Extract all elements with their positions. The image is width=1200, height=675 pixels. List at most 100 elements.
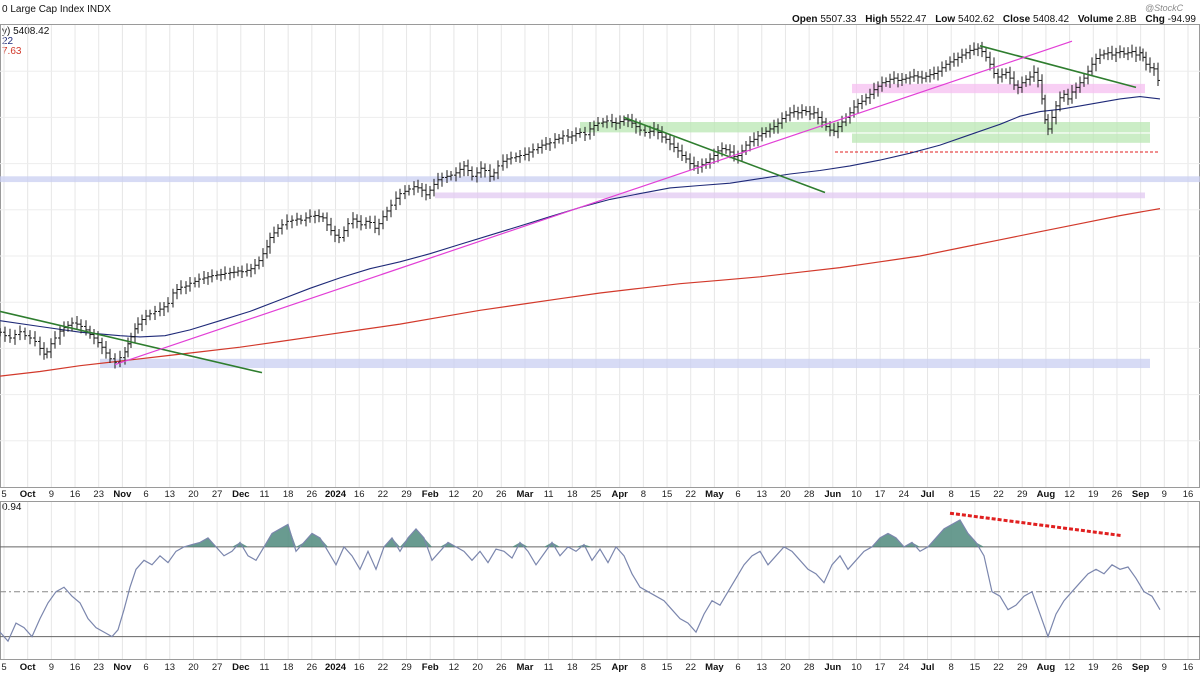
x-tick-label: 17 xyxy=(875,489,886,500)
x-tick-label: 9 xyxy=(1162,662,1167,673)
x-tick-label: Apr xyxy=(611,662,628,673)
x-tick-label: 15 xyxy=(662,489,673,500)
x-tick-label: 6 xyxy=(143,489,148,500)
x-tick-label: 5 xyxy=(1,489,6,500)
x-tick-label: Sep xyxy=(1132,489,1150,500)
brand-watermark: @StockC xyxy=(1145,3,1184,13)
x-tick-label: Jul xyxy=(921,662,935,673)
x-tick-label: 16 xyxy=(354,662,365,673)
x-tick-label: 20 xyxy=(780,489,791,500)
x-tick-label: 5 xyxy=(1,662,6,673)
moving-averages xyxy=(0,96,1161,377)
horizontal-zones xyxy=(0,83,1200,369)
gridlines xyxy=(0,25,1200,659)
x-tick-label: 12 xyxy=(449,662,460,673)
x-tick-label: 16 xyxy=(1183,489,1194,500)
x-tick-label: 27 xyxy=(212,489,223,500)
x-tick-label: 2024 xyxy=(325,662,347,673)
x-tick-label: 9 xyxy=(49,662,54,673)
x-tick-label: 22 xyxy=(378,489,389,500)
trend-line-magenta xyxy=(114,40,1073,366)
x-tick-label: 13 xyxy=(756,489,767,500)
x-tick-label: 16 xyxy=(70,662,81,673)
chart-title: 0 Large Cap Index INDX xyxy=(2,4,111,15)
trend-line-green xyxy=(623,116,826,194)
ma-fast-line xyxy=(0,96,1161,338)
x-tick-label: 15 xyxy=(662,662,673,673)
x-tick-label: 29 xyxy=(401,662,412,673)
zone-pink xyxy=(852,83,1145,94)
x-tick-label: Dec xyxy=(232,662,249,673)
oscillator-value-label: 0.94 xyxy=(2,502,22,513)
x-tick-label: 18 xyxy=(283,662,294,673)
x-tick-label: May xyxy=(705,662,724,673)
x-tick-label: 22 xyxy=(378,662,389,673)
trend-line-green xyxy=(979,45,1137,89)
x-tick-label: 8 xyxy=(949,662,954,673)
zone-lavender xyxy=(435,192,1145,199)
x-tick-label: 13 xyxy=(164,662,175,673)
x-tick-label: 2024 xyxy=(325,489,347,500)
x-tick-label: Jun xyxy=(824,489,841,500)
x-tick-label: 26 xyxy=(307,662,318,673)
x-tick-label: 26 xyxy=(307,489,318,500)
x-tick-label: 28 xyxy=(804,489,815,500)
x-tick-label: 16 xyxy=(354,489,365,500)
x-tick-label: 20 xyxy=(472,489,483,500)
x-axis-price: 5 Oct 9 16 23 Nov 6 13 20 27 Dec 11 18 26 2024 16 22 29 Fe… xyxy=(1,489,1193,500)
x-tick-label: 25 xyxy=(591,489,602,500)
x-tick-label: 29 xyxy=(1017,489,1028,500)
x-tick-label: 11 xyxy=(260,662,270,673)
oscillator-panel-frame xyxy=(0,501,1200,660)
x-tick-label: 6 xyxy=(735,662,740,673)
x-tick-label: 24 xyxy=(899,662,910,673)
x-tick-label: Sep xyxy=(1132,662,1150,673)
x-tick-label: 12 xyxy=(449,489,460,500)
x-tick-label: 11 xyxy=(260,489,270,500)
x-tick-label: 18 xyxy=(567,489,578,500)
x-tick-label: 9 xyxy=(1162,489,1167,500)
x-tick-label: 13 xyxy=(756,662,767,673)
zone-green xyxy=(580,122,1150,133)
x-tick-label: 10 xyxy=(851,662,862,673)
quote-line: Open 5507.33 High 5522.47 Low 5402.62 Cl… xyxy=(792,14,1196,25)
x-tick-label: 27 xyxy=(212,662,223,673)
x-tick-label: Aug xyxy=(1037,489,1056,500)
x-tick-label: 29 xyxy=(1017,662,1028,673)
x-tick-label: 29 xyxy=(401,489,412,500)
x-tick-label: Oct xyxy=(20,489,37,500)
x-tick-label: 24 xyxy=(899,489,910,500)
x-tick-label: Apr xyxy=(611,489,628,500)
trend-lines xyxy=(0,40,1137,374)
x-tick-label: 16 xyxy=(70,489,81,500)
x-tick-label: 18 xyxy=(567,662,578,673)
x-tick-label: Mar xyxy=(517,662,534,673)
x-tick-label: 22 xyxy=(993,489,1004,500)
x-tick-label: Jul xyxy=(921,489,935,500)
price-bars xyxy=(0,41,1160,369)
x-tick-label: 19 xyxy=(1088,489,1099,500)
x-tick-label: 10 xyxy=(851,489,862,500)
x-tick-label: 22 xyxy=(993,662,1004,673)
x-tick-label: 15 xyxy=(970,489,981,500)
x-tick-label: Jun xyxy=(824,662,841,673)
zone-blue xyxy=(0,176,1200,183)
ma-slow-line xyxy=(0,208,1161,377)
x-tick-label: Feb xyxy=(422,489,439,500)
x-axis-oscillator: 5 Oct 9 16 23 Nov 6 13 20 27 Dec 11 18 26 2024 16 22 29 Fe… xyxy=(1,662,1193,673)
x-tick-label: 26 xyxy=(496,489,507,500)
x-tick-label: 25 xyxy=(591,662,602,673)
x-tick-label: 11 xyxy=(544,489,554,500)
x-tick-label: 22 xyxy=(685,662,696,673)
x-tick-label: Mar xyxy=(517,489,534,500)
x-tick-label: 18 xyxy=(283,489,294,500)
x-tick-label: 28 xyxy=(804,662,815,673)
x-tick-label: 20 xyxy=(780,662,791,673)
x-tick-label: 22 xyxy=(685,489,696,500)
trend-line-green xyxy=(0,310,263,374)
x-tick-label: 17 xyxy=(875,662,886,673)
x-tick-label: 12 xyxy=(1064,662,1075,673)
oscillator-line xyxy=(0,519,1161,643)
chart-header: 0 Large Cap Index INDX @StockC Open 5507… xyxy=(2,3,1196,513)
